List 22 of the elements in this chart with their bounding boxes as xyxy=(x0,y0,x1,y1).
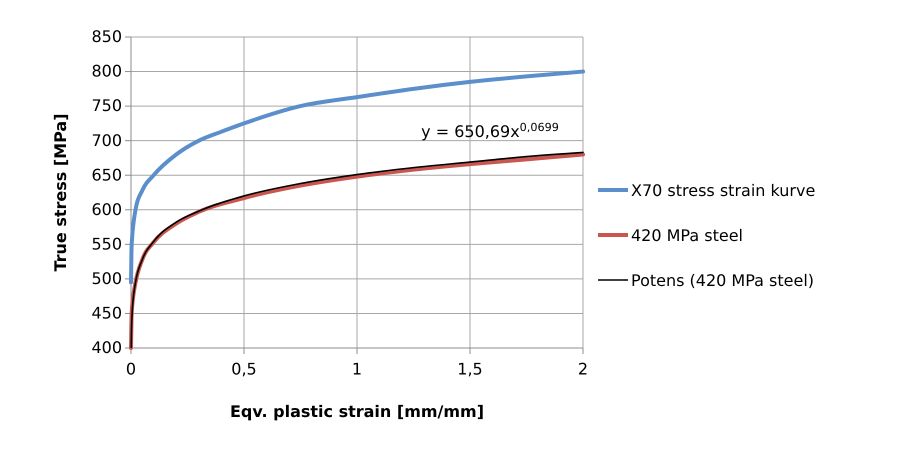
y-tick-label: 400 xyxy=(91,338,122,358)
y-tick-label: 500 xyxy=(91,269,122,288)
x-tick-label: 2 xyxy=(578,360,588,379)
x-tick-label: 0,5 xyxy=(231,360,257,379)
x-axis-title: Eqv. plastic strain [mm/mm] xyxy=(230,402,484,421)
y-tick-label: 750 xyxy=(91,96,122,116)
x-tick-label: 0 xyxy=(126,360,136,379)
x-tick-label: 1 xyxy=(352,360,362,379)
legend-label: X70 stress strain kurve xyxy=(631,181,816,200)
y-tick-label: 700 xyxy=(91,130,122,150)
y-tick-label: 550 xyxy=(91,234,122,254)
y-tick-label: 650 xyxy=(91,165,122,184)
x-tick-label: 1,5 xyxy=(457,360,483,379)
legend-label: 420 MPa steel xyxy=(631,226,743,245)
y-axis-title: True stress [MPa] xyxy=(51,113,70,272)
annotation: y = 650,69x$^{0,0699}$ xyxy=(421,120,559,141)
y-tick-label: 850 xyxy=(91,27,122,46)
legend-label: Potens (420 MPa steel) xyxy=(631,271,814,290)
y-tick-label: 800 xyxy=(91,62,122,81)
line-series xyxy=(129,70,585,284)
y-tick-label: 450 xyxy=(91,304,122,323)
y-tick-label: 600 xyxy=(91,200,122,219)
